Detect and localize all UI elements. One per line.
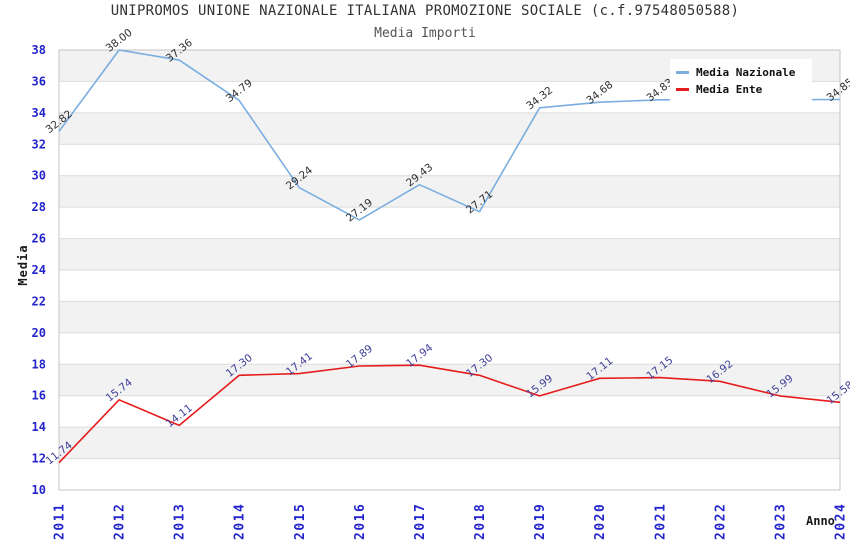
y-tick-label: 26 [32, 232, 46, 246]
x-tick-label: 2020 [593, 503, 608, 540]
legend-item-media-nazionale: Media Nazionale [676, 64, 812, 81]
band [59, 175, 840, 208]
y-tick-label: 36 [32, 74, 46, 88]
x-tick-label: 2021 [653, 503, 668, 540]
legend: Media Nazionale Media Ente [670, 59, 812, 103]
y-tick-label: 14 [32, 420, 46, 434]
x-tick-label: 2023 [773, 503, 788, 540]
y-tick-label: 32 [32, 137, 46, 151]
legend-item-media-ente: Media Ente [676, 81, 812, 98]
band [59, 238, 840, 270]
x-tick-label: 2015 [293, 503, 308, 540]
x-axis-title: Anno [806, 514, 835, 528]
x-tick-label: 2016 [353, 503, 368, 540]
x-tick-label: 2024 [834, 503, 849, 540]
legend-line-swatch-icon [676, 71, 689, 74]
y-tick-label: 16 [32, 389, 46, 403]
chart-subtitle: Media Importi [374, 26, 476, 41]
x-tick-label: 2017 [413, 503, 428, 540]
x-tick-label: 2013 [173, 503, 188, 540]
y-tick-label: 10 [32, 483, 46, 497]
plot-border [58, 49, 841, 491]
y-tick-label: 30 [32, 169, 46, 183]
x-tick-label: 2014 [233, 503, 248, 540]
x-tick-label: 2018 [473, 503, 488, 540]
chart-title: UNIPROMOS UNIONE NAZIONALE ITALIANA PROM… [110, 3, 740, 19]
x-tick-label: 2012 [113, 503, 128, 540]
y-tick-label: 24 [32, 263, 46, 277]
y-tick-label: 12 [32, 452, 46, 466]
x-tick-label: 2022 [713, 503, 728, 540]
y-tick-label: 18 [32, 357, 46, 371]
x-tick-label: 2011 [53, 503, 68, 540]
legend-label: Media Ente [696, 83, 763, 96]
band [59, 301, 840, 333]
legend-label: Media Nazionale [696, 66, 796, 79]
y-tick-label: 28 [32, 200, 46, 214]
x-tick-label: 2019 [533, 503, 548, 540]
y-axis-title: Media [16, 244, 30, 286]
y-tick-label: 38 [32, 43, 46, 57]
band [59, 427, 840, 459]
y-tick-label: 22 [32, 294, 46, 308]
y-tick-label: 34 [32, 106, 46, 120]
y-tick-label: 20 [32, 326, 46, 340]
legend-line-swatch-icon [676, 88, 689, 91]
series-line-media-ente [58, 364, 841, 464]
band [59, 112, 840, 145]
